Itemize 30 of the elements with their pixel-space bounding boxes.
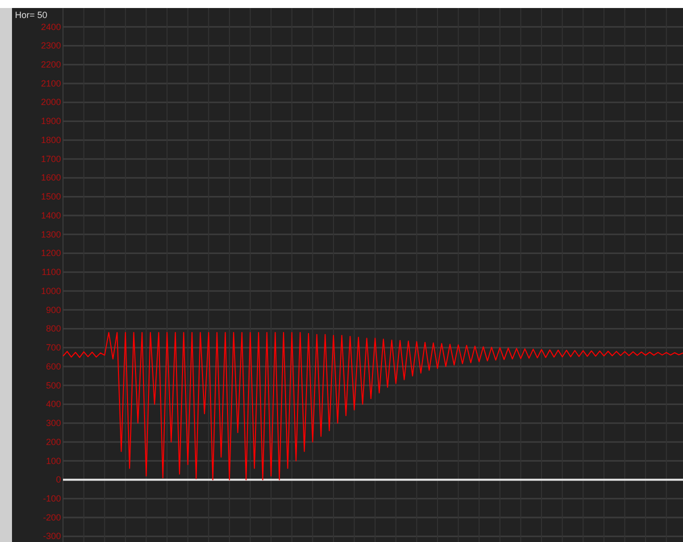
y-tick-label: 2300 bbox=[40, 40, 61, 51]
y-tick-label: 200 bbox=[46, 436, 61, 447]
y-tick-label: 1700 bbox=[40, 154, 61, 164]
y-tick-label: 2100 bbox=[40, 78, 61, 88]
y-tick-label: 1200 bbox=[40, 248, 61, 258]
y-tick-label: 1600 bbox=[40, 172, 61, 183]
y-tick-label: 1000 bbox=[40, 286, 61, 296]
y-tick-label: 700 bbox=[46, 342, 61, 353]
y-tick-label: 1800 bbox=[40, 134, 61, 145]
y-tick-label: 900 bbox=[46, 304, 61, 315]
y-tick-label: 600 bbox=[46, 361, 61, 372]
y-tick-label: 2200 bbox=[40, 59, 61, 70]
y-tick-label: 300 bbox=[46, 418, 61, 428]
y-tick-label: -200 bbox=[42, 512, 61, 522]
y-tick-label: 1300 bbox=[40, 229, 61, 240]
y-tick-label: 1400 bbox=[40, 210, 61, 220]
text: Hor= 50 bbox=[15, 10, 48, 20]
y-tick-label: 0 bbox=[56, 474, 61, 485]
y-tick-label: 1500 bbox=[40, 192, 61, 202]
y-tick-label: 100 bbox=[46, 456, 61, 466]
y-tick-label: 1900 bbox=[40, 116, 61, 126]
y-tick-label: 500 bbox=[46, 380, 61, 390]
line-series bbox=[62, 332, 683, 480]
y-tick-label: -100 bbox=[42, 493, 61, 504]
y-tick-label: 400 bbox=[46, 399, 61, 410]
y-tick-label: 1100 bbox=[42, 267, 61, 278]
y-tick-label: -300 bbox=[42, 531, 61, 542]
y-tick-label: 2400 bbox=[40, 22, 61, 32]
y-tick-label: 2000 bbox=[40, 97, 61, 108]
y-tick-label: 800 bbox=[46, 324, 61, 334]
